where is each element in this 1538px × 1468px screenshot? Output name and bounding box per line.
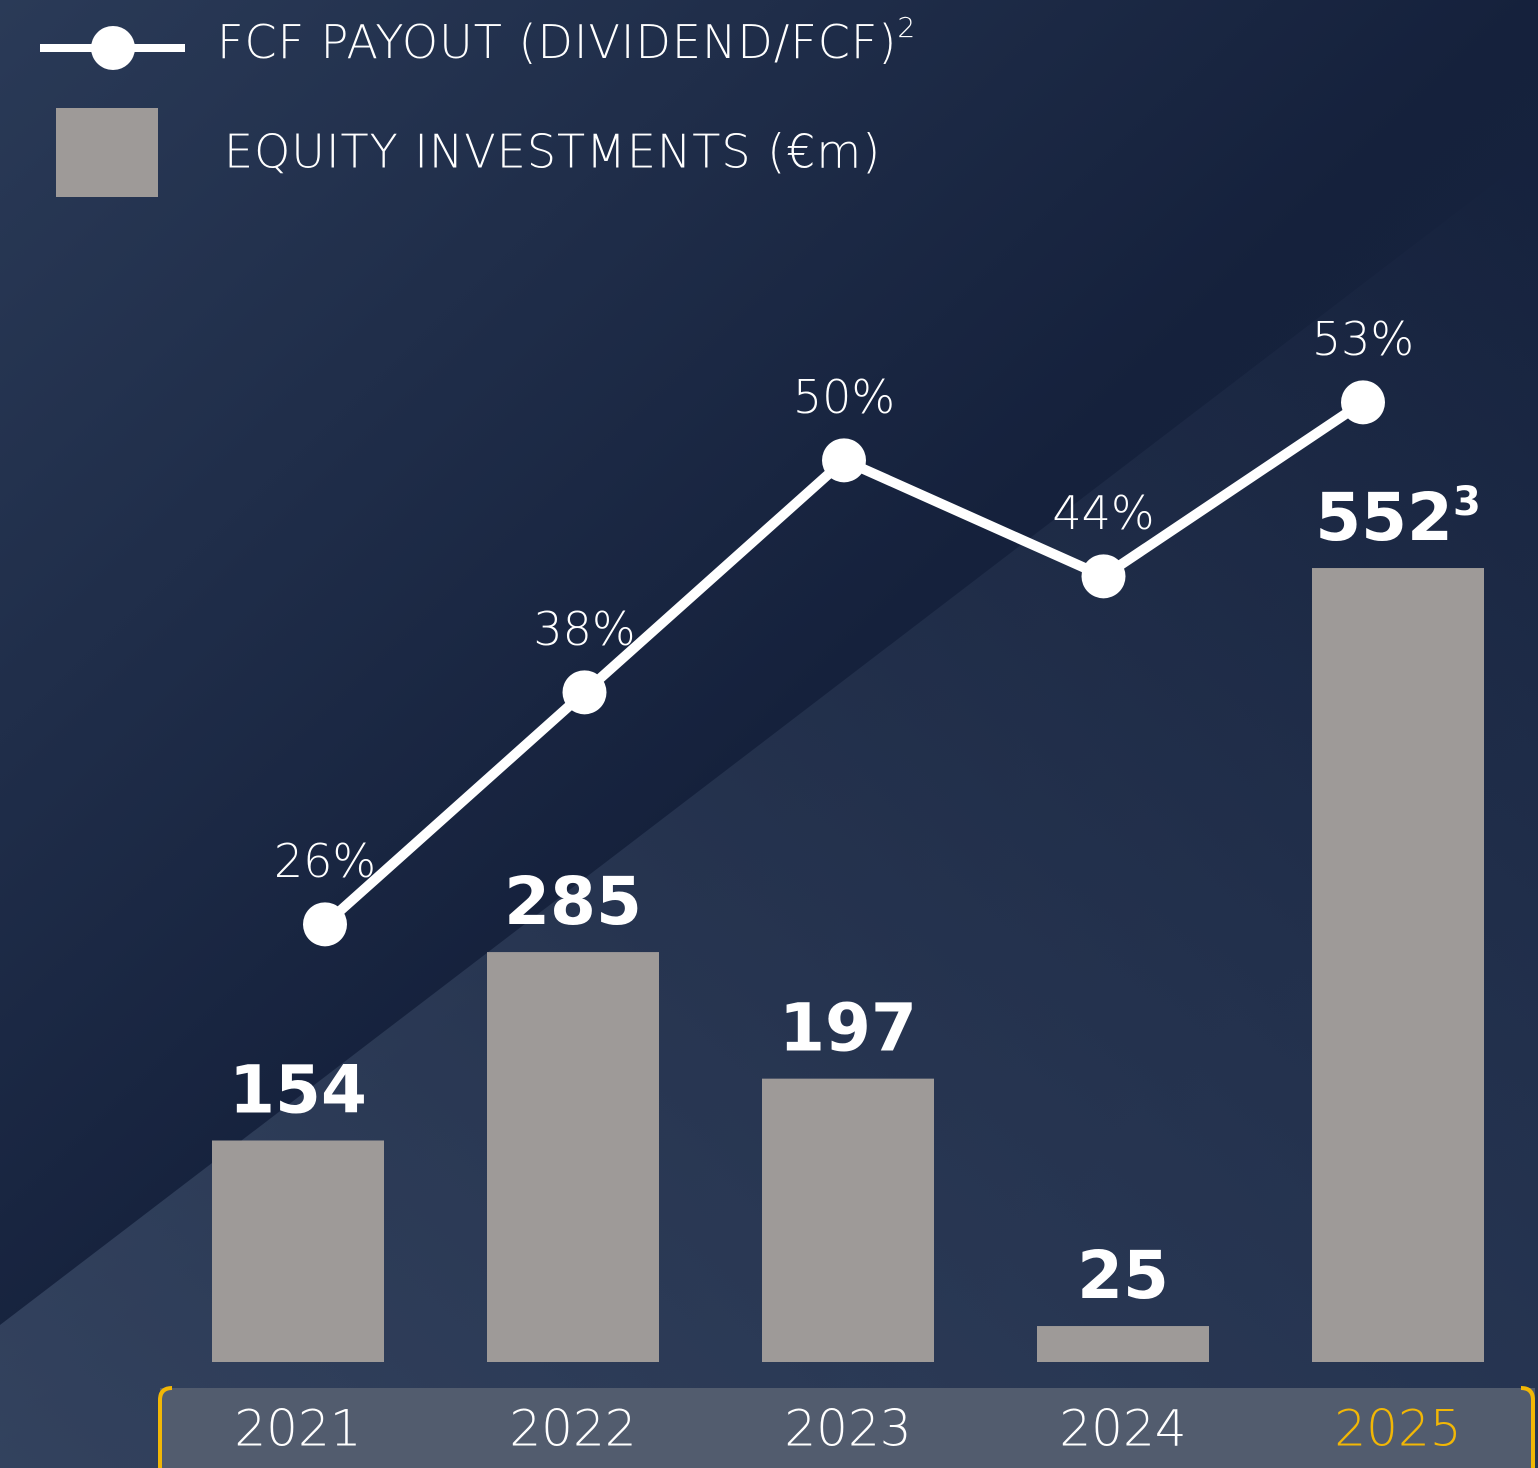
legend-marker-icon: [91, 26, 135, 70]
bar: [212, 1140, 384, 1362]
x-tick-label: 2023: [784, 1400, 911, 1458]
line-marker: [562, 670, 607, 715]
line-marker: [1341, 380, 1385, 425]
light-beam: [0, 150, 1538, 1468]
x-tick-label: 2025: [1334, 1400, 1461, 1458]
legend-footnote: 2: [897, 11, 916, 44]
value: 154: [229, 1052, 367, 1129]
line-value-label: 26%: [274, 834, 376, 888]
x-tick-label: 2021: [234, 1400, 361, 1458]
line-value-label: 50%: [793, 370, 895, 424]
line-marker: [822, 438, 866, 483]
bar-value-label: 5523: [1315, 479, 1481, 556]
line-value-label: 44%: [1052, 486, 1154, 540]
x-tick-label: 2022: [509, 1400, 636, 1458]
bar: [487, 952, 659, 1362]
bar: [1037, 1326, 1209, 1362]
legend-name: FCF PAYOUT (DIVIDEND/FCF): [217, 15, 897, 69]
footnote: 3: [1453, 479, 1481, 525]
bar-value-label: 154: [229, 1052, 367, 1129]
bar: [1312, 568, 1484, 1362]
bar-value-label: 197: [779, 990, 917, 1067]
line-marker: [303, 902, 347, 947]
x-tick-label: 2024: [1059, 1400, 1186, 1458]
line-value-label: 38%: [533, 602, 635, 656]
value: 552: [1315, 479, 1453, 556]
value: 285: [504, 863, 642, 940]
legend-swatch: [56, 108, 158, 197]
band-bracket: [158, 1386, 1535, 1468]
value: 25: [1077, 1237, 1169, 1314]
bar-value-label: 25: [1077, 1237, 1169, 1314]
line-value-label: 53%: [1312, 312, 1414, 366]
line-marker: [1081, 554, 1126, 599]
legend-label: EQUITY INVESTMENTS (€m): [224, 125, 881, 179]
year-band: [160, 1388, 1535, 1468]
bar-value-label: 285: [504, 863, 642, 940]
value: 197: [779, 990, 917, 1067]
legend-label: FCF PAYOUT (DIVIDEND/FCF)2: [217, 11, 916, 69]
bar: [762, 1078, 934, 1362]
